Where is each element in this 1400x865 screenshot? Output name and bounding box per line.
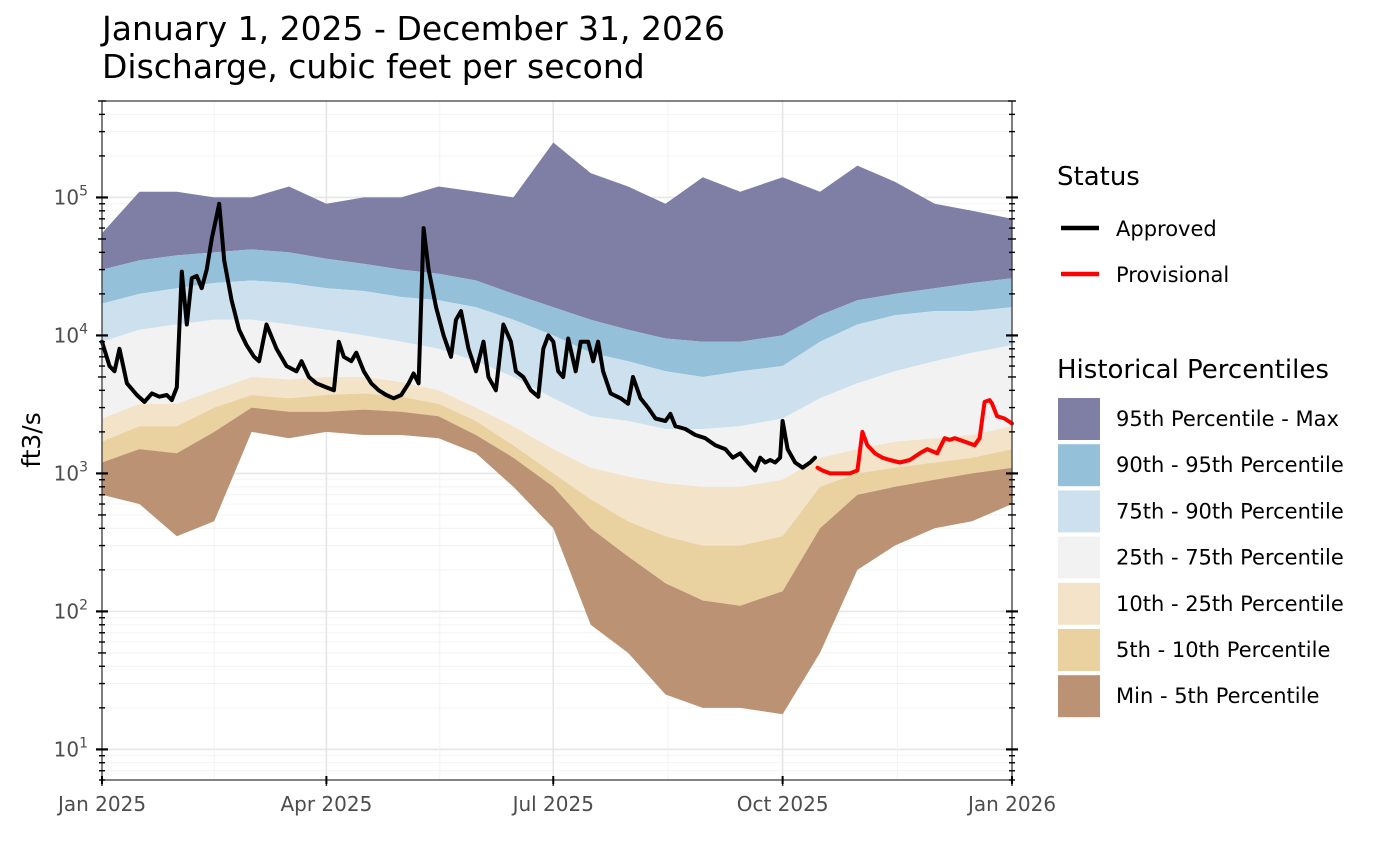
legend-percentile-items: 95th Percentile - Max 90th - 95th Percent… xyxy=(1058,398,1344,718)
legend-label-provisional: Provisional xyxy=(1116,263,1229,287)
y-tick-label-exponent: 1 xyxy=(79,735,88,751)
band-10th-25th xyxy=(102,377,1012,546)
x-tick-label: Apr 2025 xyxy=(280,792,372,816)
y-tick-label-base: 10 xyxy=(54,323,79,347)
y-tick-label-exponent: 4 xyxy=(79,321,88,337)
legend-percentile-label: 5th - 10th Percentile xyxy=(1116,638,1330,662)
legend-percentile-label: 75th - 90th Percentile xyxy=(1116,499,1344,523)
legend-percentile-label: 90th - 95th Percentile xyxy=(1116,453,1344,477)
legend-percentile-label: 10th - 25th Percentile xyxy=(1116,592,1344,616)
axis-ticks xyxy=(96,100,1018,786)
legend: Status Approved Provisional Historical Pe… xyxy=(1057,162,1344,718)
band-5th-10th xyxy=(102,393,1012,606)
legend-status-items: Approved Provisional xyxy=(1061,217,1229,287)
legend-swatch xyxy=(1058,675,1100,718)
legend-percentile-label: 95th Percentile - Max xyxy=(1116,407,1339,431)
legend-swatch xyxy=(1058,444,1100,487)
x-tick-label: Jan 2026 xyxy=(966,792,1056,816)
legend-swatch xyxy=(1058,490,1100,533)
legend-percentile-label: Min - 5th Percentile xyxy=(1116,684,1319,708)
x-tick-label: Jul 2025 xyxy=(511,792,594,816)
chart-subtitle: Discharge, cubic feet per second xyxy=(102,47,645,86)
series-line-approved xyxy=(100,201,817,473)
y-tick-label: 102 xyxy=(54,597,88,623)
legend-label-approved: Approved xyxy=(1116,217,1217,241)
y-tick-label-base: 10 xyxy=(54,599,79,623)
y-tick-label-base: 10 xyxy=(54,185,79,209)
y-tick-label-base: 10 xyxy=(54,737,79,761)
band-25th-75th xyxy=(102,319,1012,487)
y-axis-title: ft3/s xyxy=(17,412,46,468)
y-tick-label-exponent: 3 xyxy=(79,459,88,475)
y-tick-label: 101 xyxy=(54,735,88,761)
series-line-provisional xyxy=(815,398,1014,476)
band-95th-max xyxy=(102,142,1012,342)
band-min-5th xyxy=(102,407,1012,715)
legend-swatch xyxy=(1058,582,1100,625)
legend-percentile-label: 25th - 75th Percentile xyxy=(1116,546,1344,570)
x-tick-label: Jan 2025 xyxy=(56,792,146,816)
legend-swatch xyxy=(1058,536,1100,579)
chart-title: January 1, 2025 - December 31, 2026 xyxy=(100,9,725,48)
y-tick-label: 105 xyxy=(54,183,88,209)
x-axis-labels: Jan 2025 Apr 2025 Jul 2025 Oct 2025 Jan 2026 xyxy=(56,792,1056,816)
legend-status-title: Status xyxy=(1057,162,1140,192)
discharge-lines xyxy=(100,201,1014,476)
y-tick-label-base: 10 xyxy=(54,461,79,485)
plot-panel-border xyxy=(101,100,1013,781)
y-tick-label: 104 xyxy=(54,321,88,347)
y-tick-label-exponent: 5 xyxy=(79,183,88,199)
legend-percentile-title: Historical Percentiles xyxy=(1057,355,1329,385)
x-tick-label: Oct 2025 xyxy=(737,792,829,816)
y-tick-label-exponent: 2 xyxy=(79,597,88,613)
y-tick-label: 103 xyxy=(54,459,88,485)
band-90th-95th xyxy=(102,249,1012,377)
legend-swatch xyxy=(1058,398,1100,440)
legend-swatch xyxy=(1058,629,1100,671)
